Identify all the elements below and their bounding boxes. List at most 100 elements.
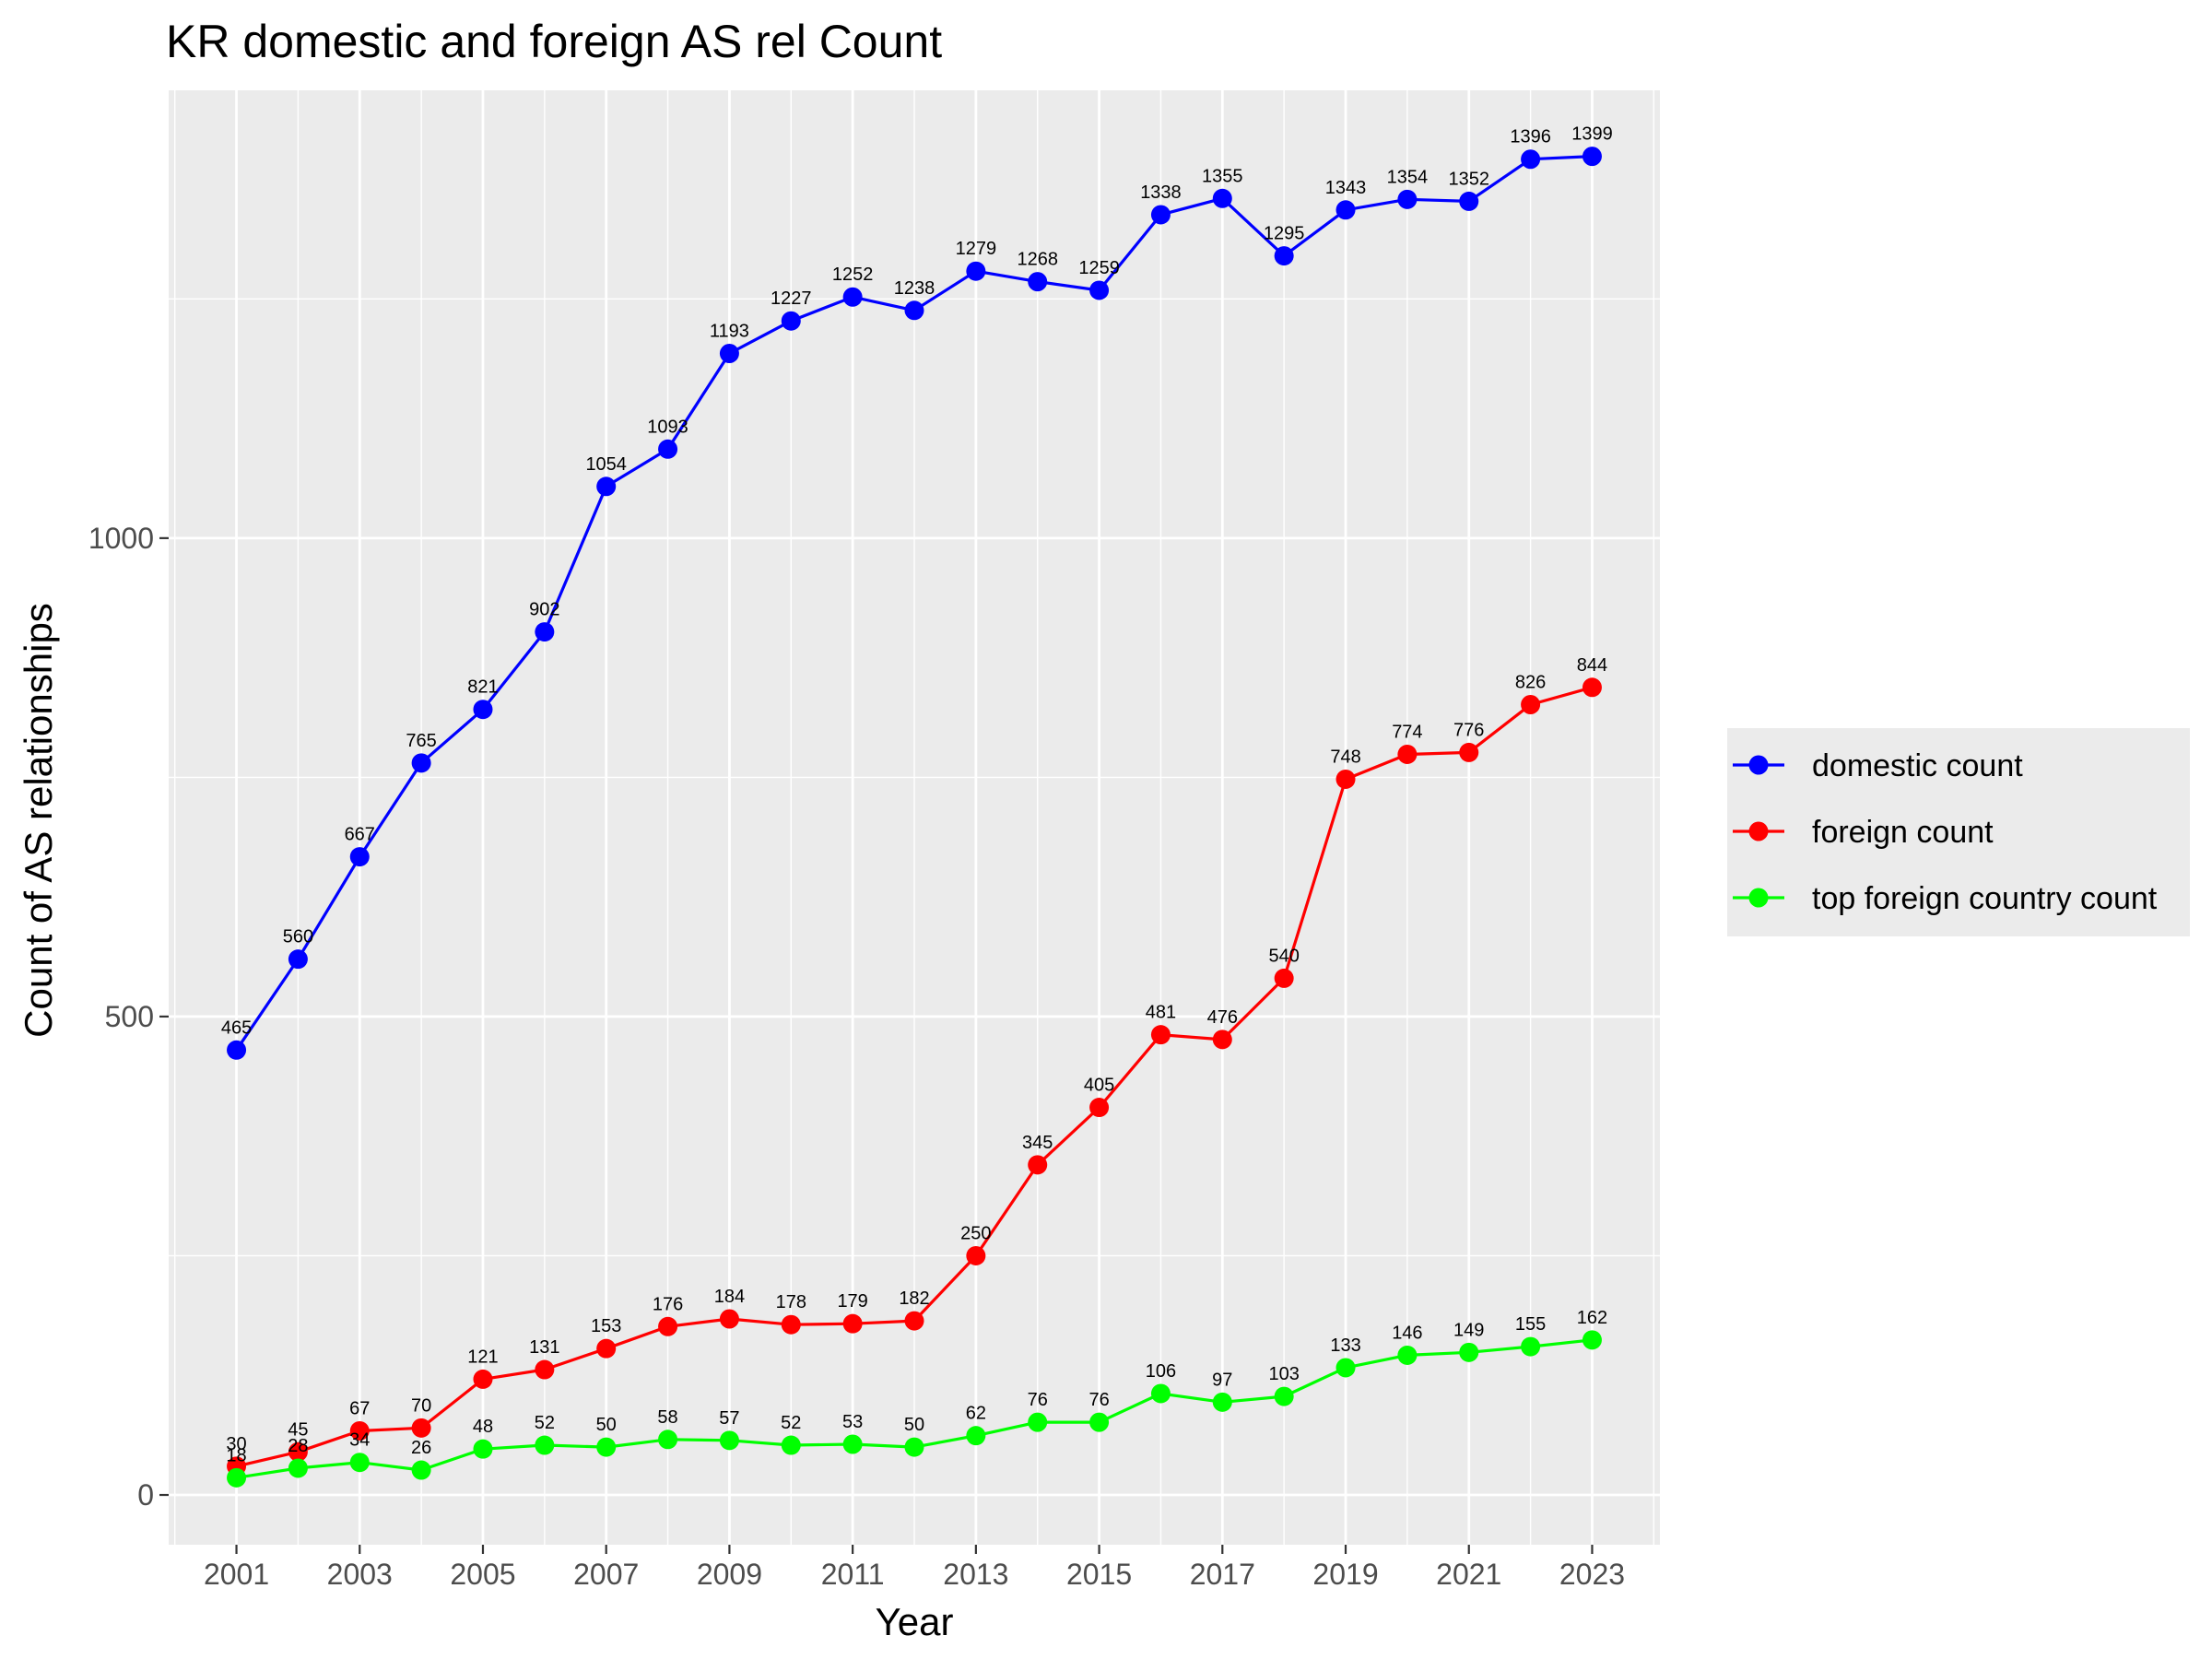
data-point	[781, 311, 801, 331]
data-point	[288, 949, 308, 970]
legend-key-point	[1748, 755, 1769, 775]
data-point	[1274, 1386, 1294, 1406]
data-point	[658, 439, 678, 459]
data-point	[1212, 1392, 1232, 1412]
data-label: 62	[966, 1404, 986, 1424]
data-point	[535, 1359, 555, 1380]
legend-label: domestic count	[1812, 748, 2023, 783]
x-tick-label: 2021	[1436, 1558, 1501, 1591]
data-point	[842, 287, 863, 307]
legend-key-point	[1748, 888, 1769, 908]
data-point	[966, 1426, 986, 1446]
x-tick-label: 2011	[821, 1558, 885, 1591]
data-point	[1212, 1030, 1232, 1050]
legend-label: top foreign country count	[1812, 881, 2158, 916]
data-point	[596, 1338, 617, 1359]
y-axis-title: Count of AS relationships	[17, 603, 60, 1038]
data-point	[1089, 1412, 1110, 1432]
y-tick-label: 0	[137, 1478, 154, 1512]
data-label: 45	[288, 1419, 308, 1440]
data-label: 121	[467, 1347, 498, 1367]
data-point	[842, 1313, 863, 1334]
data-label: 1259	[1078, 258, 1120, 278]
data-point	[288, 1441, 308, 1462]
data-label: 667	[345, 825, 375, 845]
data-label: 1354	[1387, 167, 1429, 187]
data-label: 1396	[1510, 127, 1551, 147]
data-point	[1150, 1383, 1171, 1404]
data-label: 48	[473, 1417, 493, 1437]
data-point	[473, 700, 493, 720]
legend-label: foreign count	[1812, 815, 1994, 850]
data-label: 1338	[1140, 182, 1182, 203]
data-label: 97	[1212, 1370, 1232, 1390]
data-label: 774	[1392, 722, 1422, 742]
data-point	[1028, 1412, 1048, 1432]
data-label: 153	[591, 1316, 621, 1336]
data-point	[1335, 1358, 1356, 1378]
x-tick-label: 2013	[943, 1558, 1008, 1591]
data-point	[596, 1437, 617, 1457]
series-lines	[227, 147, 1602, 1488]
data-label: 146	[1392, 1323, 1422, 1343]
data-point	[227, 1040, 247, 1060]
data-point	[904, 1437, 924, 1457]
data-label: 748	[1330, 747, 1360, 767]
data-point	[227, 1467, 247, 1488]
data-label: 1295	[1264, 224, 1305, 244]
data-label: 34	[349, 1430, 370, 1451]
data-point	[1397, 189, 1418, 209]
x-tick-label: 2003	[327, 1558, 393, 1591]
legend-key-point	[1748, 821, 1769, 841]
data-label: 1252	[832, 265, 874, 285]
x-tick-label: 2019	[1312, 1558, 1378, 1591]
data-point	[535, 1435, 555, 1455]
data-label: 1399	[1571, 124, 1613, 145]
data-point	[1335, 769, 1356, 789]
data-point	[1089, 1098, 1110, 1118]
data-label: 178	[776, 1292, 806, 1312]
x-axis: 2001 2003 2005 2007 2009 2011 2013 2015 2017 2019…	[204, 1545, 1625, 1591]
x-axis-title: Year	[876, 1600, 954, 1643]
data-point	[904, 300, 924, 321]
data-label: 184	[714, 1287, 745, 1307]
x-tick-label: 2023	[1559, 1558, 1625, 1591]
data-point	[349, 1453, 370, 1473]
data-label: 106	[1146, 1361, 1176, 1382]
data-label: 481	[1146, 1003, 1176, 1023]
data-label: 1279	[956, 239, 997, 259]
data-point	[904, 1311, 924, 1331]
data-label: 179	[837, 1291, 867, 1312]
data-label: 765	[406, 731, 436, 751]
data-label: 540	[1268, 946, 1299, 966]
x-tick-label: 2015	[1066, 1558, 1132, 1591]
data-label: 1343	[1325, 178, 1367, 198]
data-label: 250	[960, 1223, 991, 1243]
data-labels: 465 560 667 765 821 902 1054 1093 1193 1227 1252 12…	[221, 124, 1613, 1466]
data-point	[596, 477, 617, 497]
y-tick-label: 500	[105, 1000, 154, 1033]
data-label: 26	[411, 1438, 431, 1458]
data-label: 182	[899, 1288, 929, 1309]
data-point	[349, 1420, 370, 1441]
chart-title: KR domestic and foreign AS rel Count	[166, 16, 942, 67]
data-point	[781, 1314, 801, 1335]
data-point	[411, 1460, 431, 1480]
data-point	[966, 1245, 986, 1265]
data-label: 53	[842, 1412, 863, 1432]
data-point	[842, 1434, 863, 1454]
data-label: 155	[1515, 1314, 1546, 1335]
data-point	[1521, 1336, 1541, 1357]
data-label: 1227	[771, 288, 812, 309]
data-label: 28	[288, 1436, 308, 1456]
data-label: 1238	[894, 278, 935, 299]
data-point	[1212, 188, 1232, 208]
data-label: 1054	[585, 454, 627, 475]
data-label: 345	[1022, 1133, 1053, 1153]
data-point	[1459, 1342, 1479, 1362]
data-label: 52	[535, 1413, 555, 1433]
data-label: 1093	[647, 417, 688, 437]
data-label: 1355	[1202, 166, 1243, 186]
data-label: 50	[904, 1415, 924, 1435]
